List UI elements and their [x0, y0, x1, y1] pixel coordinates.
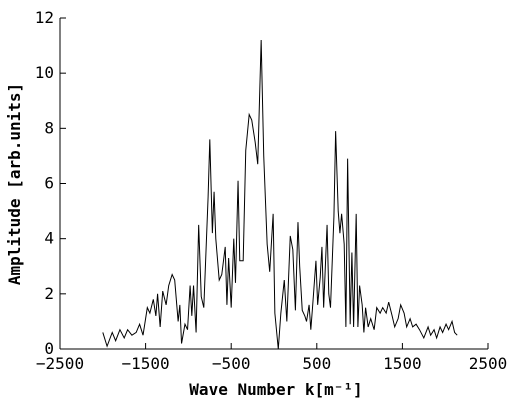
y-axis-label: Amplitude [arb.units] [5, 83, 24, 285]
y-tick-label: 12 [35, 8, 54, 27]
x-tick-label: 2500 [469, 354, 508, 373]
y-tick-label: 6 [44, 174, 54, 193]
y-tick-label: 10 [35, 63, 54, 82]
data-line [102, 40, 458, 350]
x-tick-label: 500 [302, 354, 331, 373]
y-tick-label: 4 [44, 229, 54, 248]
x-axis-label: Wave Number k[m⁻¹] [189, 380, 362, 399]
y-tick-label: 0 [44, 339, 54, 358]
y-tick-label: 8 [44, 118, 54, 137]
x-tick-label: −2500 [36, 354, 84, 373]
y-tick-label: 2 [44, 284, 54, 303]
x-tick-label: −1500 [122, 354, 170, 373]
x-tick-label: −500 [212, 354, 251, 373]
x-tick-label: 1500 [383, 354, 422, 373]
